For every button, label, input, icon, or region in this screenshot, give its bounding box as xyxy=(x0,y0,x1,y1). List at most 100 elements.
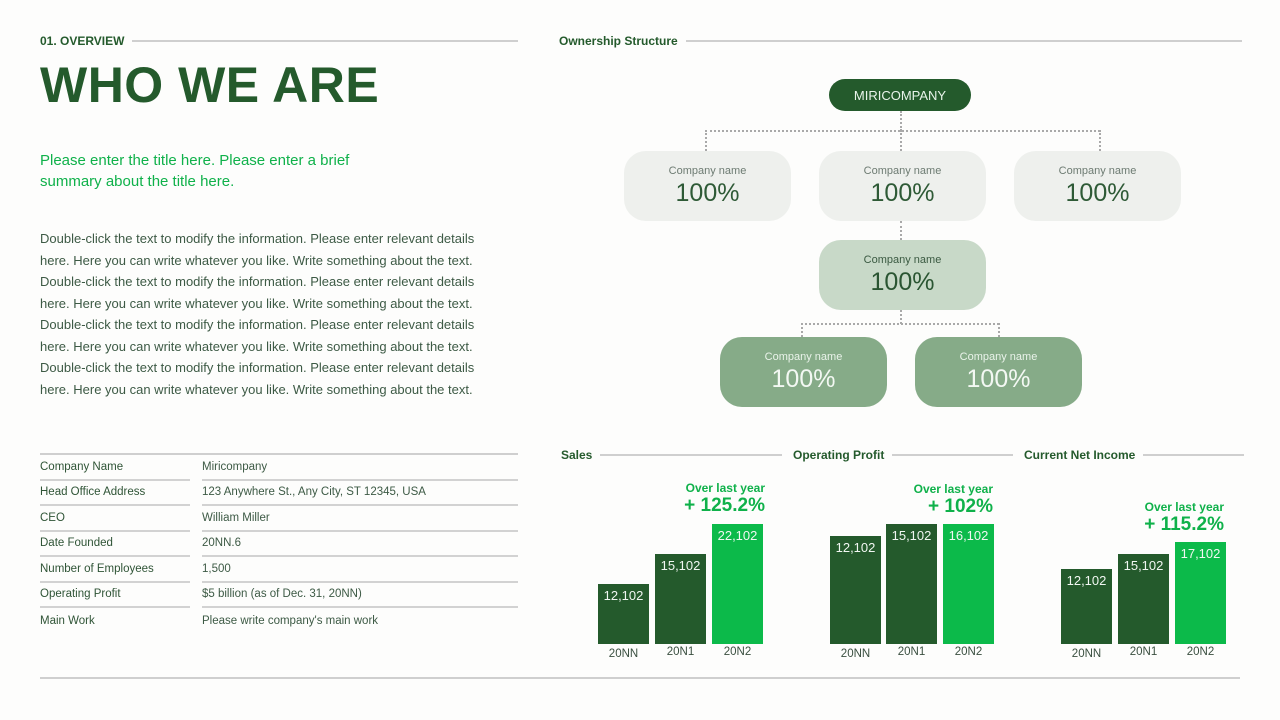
divider xyxy=(132,40,518,42)
company-name: Company name xyxy=(668,165,747,177)
connector-line xyxy=(801,323,999,325)
row-value: Please write company's main work xyxy=(202,614,379,627)
divider xyxy=(600,454,782,456)
table-row: Operating Profit $5 billion (as of Dec. … xyxy=(40,583,518,608)
connector-line xyxy=(705,130,1100,132)
bar-20N1: 15,102 xyxy=(655,554,706,644)
page-title: WHO WE ARE xyxy=(40,57,380,113)
growth-annotation: Over last year + 102% xyxy=(914,482,993,518)
divider xyxy=(685,40,1242,42)
company-name: Company name xyxy=(959,351,1038,363)
chart-header: Operating Profit xyxy=(793,448,1013,462)
row-value: $5 billion (as of Dec. 31, 20NN) xyxy=(202,583,518,608)
connector-line xyxy=(900,130,902,151)
row-label: CEO xyxy=(40,506,190,532)
bar-area: 12,102 15,102 17,102 xyxy=(1024,445,1244,644)
net-income-chart: Current Net Income Over last year + 115.… xyxy=(1024,445,1244,670)
connector-line xyxy=(705,130,707,151)
table-row: Head Office Address 123 Anywhere St., An… xyxy=(40,481,518,506)
ownership-section-header: Ownership Structure xyxy=(559,34,1242,48)
x-label: 20NN xyxy=(1071,648,1102,660)
root-company-node: MIRICOMPANY xyxy=(829,79,971,111)
ownership-percent: 100% xyxy=(1065,179,1130,207)
ownership-percent: 100% xyxy=(870,179,935,207)
company-node: Company name 100% xyxy=(1014,151,1181,221)
chart-title: Current Net Income xyxy=(1024,448,1136,462)
bar-20N2: 22,102 xyxy=(712,524,763,644)
row-value: 20NN.6 xyxy=(202,532,518,557)
ownership-percent: 100% xyxy=(966,365,1031,393)
connector-line xyxy=(900,310,902,324)
company-name: Company name xyxy=(863,254,942,266)
growth-value: + 125.2% xyxy=(684,495,765,516)
bar-20NN: 12,102 xyxy=(830,536,881,644)
company-node: Company name 100% xyxy=(915,337,1082,407)
ownership-percent: 100% xyxy=(675,179,740,207)
row-label: Head Office Address xyxy=(40,481,190,506)
body-paragraph: Double-click the text to modify the info… xyxy=(40,231,475,397)
company-name: Company name xyxy=(764,351,843,363)
bar-area: 12,102 15,102 22,102 xyxy=(561,445,782,644)
x-label: 20N2 xyxy=(954,646,983,658)
row-value: Miricompany xyxy=(202,455,518,481)
bar-20N2: 16,102 xyxy=(943,524,994,644)
connector-line xyxy=(998,323,1000,337)
x-label: 20NN xyxy=(840,648,871,660)
divider xyxy=(40,453,518,455)
chart-header: Sales xyxy=(561,448,782,462)
overview-section-header: 01. OVERVIEW xyxy=(40,34,518,48)
row-label: Company Name xyxy=(40,455,190,481)
section-label: 01. OVERVIEW xyxy=(40,34,125,48)
company-node: Company name 100% xyxy=(720,337,887,407)
row-label: Operating Profit xyxy=(40,583,190,608)
growth-value: + 102% xyxy=(928,496,993,517)
x-label: 20N1 xyxy=(897,646,926,658)
row-label: Main Work xyxy=(40,614,95,627)
row-value: 123 Anywhere St., Any City, ST 12345, US… xyxy=(202,481,518,506)
chart-title: Operating Profit xyxy=(793,448,885,462)
growth-value: + 115.2% xyxy=(1144,514,1224,535)
growth-annotation: Over last year + 115.2% xyxy=(1144,500,1224,536)
table-row: Number of Employees 1,500 xyxy=(40,557,518,583)
connector-line xyxy=(900,111,902,131)
ownership-percent: 100% xyxy=(771,365,836,393)
company-info-table: Company Name Miricompany Head Office Add… xyxy=(40,453,518,634)
bar-20NN: 12,102 xyxy=(598,584,649,644)
company-node: Company name 100% xyxy=(624,151,791,221)
chart-header: Current Net Income xyxy=(1024,448,1244,462)
bar-20N2: 17,102 xyxy=(1175,542,1226,644)
table-row: Main Work Please write company's main wo… xyxy=(40,608,518,634)
table-row: Date Founded 20NN.6 xyxy=(40,532,518,557)
company-name: Company name xyxy=(1058,165,1137,177)
table-row: Company Name Miricompany xyxy=(40,455,518,481)
row-label: Date Founded xyxy=(40,532,190,557)
x-label: 20N2 xyxy=(1186,646,1215,658)
connector-line xyxy=(1099,130,1101,151)
company-node: Company name 100% xyxy=(819,151,986,221)
operating-profit-chart: Operating Profit Over last year + 102% 1… xyxy=(793,445,1013,670)
growth-label: Over last year xyxy=(685,481,765,495)
table-row: CEO William Miller xyxy=(40,506,518,532)
x-label: 20N1 xyxy=(666,646,695,658)
x-label: 20N1 xyxy=(1129,646,1158,658)
sales-chart: Sales Over last year + 125.2% 12,102 15,… xyxy=(561,445,782,670)
footer-divider xyxy=(40,677,1240,679)
row-value: William Miller xyxy=(202,506,518,532)
row-label: Number of Employees xyxy=(40,557,190,583)
growth-annotation: Over last year + 125.2% xyxy=(684,481,765,517)
divider xyxy=(892,454,1013,456)
chart-title: Sales xyxy=(561,448,593,462)
x-label: 20N2 xyxy=(723,646,752,658)
connector-line xyxy=(900,221,902,240)
divider xyxy=(1143,454,1244,456)
growth-label: Over last year xyxy=(1144,500,1224,514)
subtitle: Please enter the title here. Please ente… xyxy=(40,152,350,190)
bar-20NN: 12,102 xyxy=(1061,569,1112,644)
bar-20N1: 15,102 xyxy=(886,524,937,644)
section-label: Ownership Structure xyxy=(559,34,678,48)
company-node: Company name 100% xyxy=(819,240,986,310)
x-label: 20NN xyxy=(608,648,639,660)
ownership-percent: 100% xyxy=(870,268,935,296)
bar-20N1: 15,102 xyxy=(1118,554,1169,644)
row-value: 1,500 xyxy=(202,557,518,583)
